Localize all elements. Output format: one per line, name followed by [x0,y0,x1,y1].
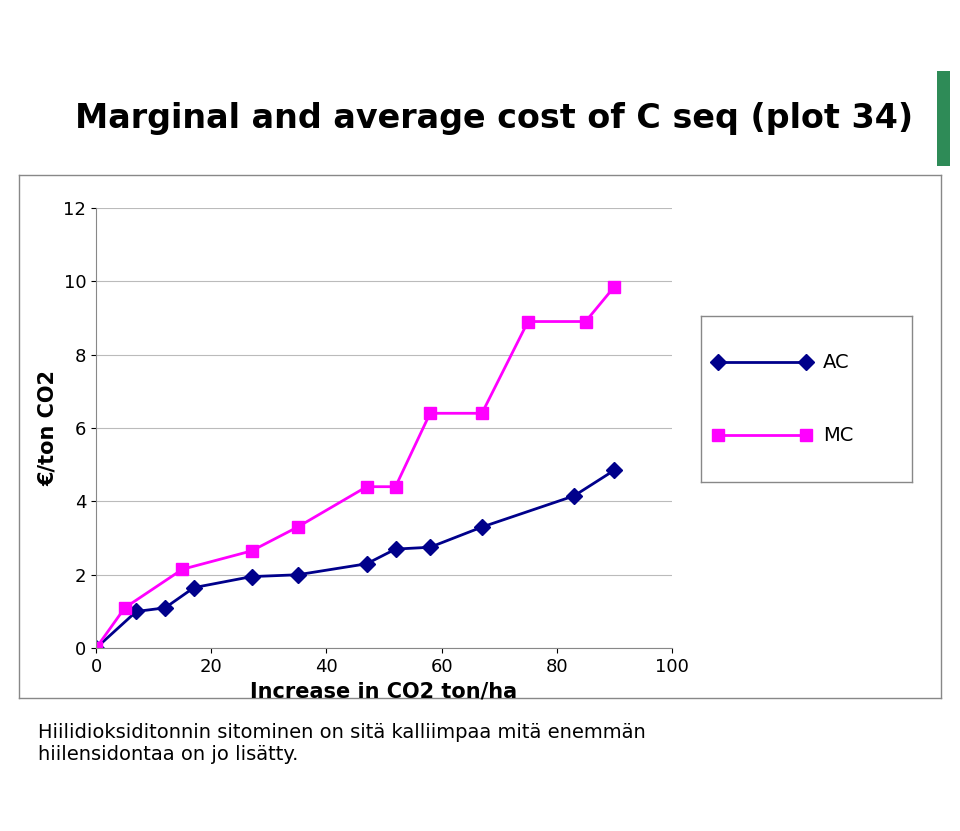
AC [246,572,257,582]
AC [424,543,436,553]
X-axis label: Increase in CO2 ton/ha: Increase in CO2 ton/ha [251,681,517,701]
Text: MC: MC [824,426,853,445]
AC [131,607,142,617]
AC [609,465,620,475]
MC [580,317,591,327]
Text: Hiilidioksiditonnin sitominen on sitä kalliimpaa mitä enemmän
hiilensidontaa on : Hiilidioksiditonnin sitominen on sitä ka… [38,723,646,764]
Line: AC: AC [90,465,620,654]
AC [390,544,401,554]
MC [177,564,188,574]
MC [522,317,534,327]
AC [568,491,580,501]
MC [246,546,257,556]
MC [90,643,102,653]
Y-axis label: €/ton CO2: €/ton CO2 [37,370,58,486]
MC [609,282,620,292]
AC [188,583,200,593]
Line: MC: MC [90,281,620,654]
Text: Marginal and average cost of C seq (plot 34): Marginal and average cost of C seq (plot… [75,102,914,135]
MC [424,408,436,418]
MC [292,522,303,532]
MC [390,482,401,492]
Bar [937,71,950,166]
AC [476,522,488,532]
AC [292,570,303,580]
AC [90,643,102,653]
AC [361,558,372,568]
Text: AC: AC [824,353,850,371]
MC [361,482,372,492]
AC [159,602,171,612]
MC [476,408,488,418]
MC [119,602,131,612]
